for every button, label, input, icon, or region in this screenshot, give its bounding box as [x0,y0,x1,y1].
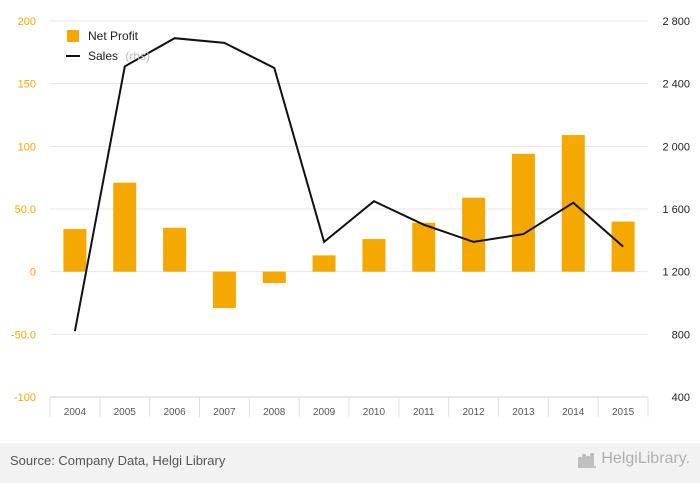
left-tick-label: -50.0 [11,329,36,341]
right-tick-label: 2 800 [662,16,690,28]
left-tick-label: 0 [30,267,36,279]
x-tick-label: 2013 [512,407,535,418]
brand-logo[interactable]: HelgiLibrary. [577,450,690,468]
net-profit-bar [212,271,236,309]
net-profit-bar [362,239,386,272]
right-tick-label: 1 600 [662,204,690,216]
left-tick-label: 200 [18,16,36,28]
x-tick-label: 2010 [363,407,386,418]
net-profit-bar [163,227,187,272]
chart: 200 150 100 50.0 0 -50.0 -100 2 800 2 400 2 000 1… [11,16,690,418]
brand-name: HelgiLibrary. [601,450,690,467]
legend: Net Profit Sales (rhs) [66,29,150,63]
x-tick-label: 2006 [163,407,186,418]
net-profit-bar [262,271,286,283]
right-axis-ticks: 2 800 2 400 2 000 1 600 1 200 800 400 [662,16,690,404]
right-tick-label: 400 [672,392,690,404]
x-axis-separators [49,396,649,417]
left-tick-label: 100 [18,141,36,153]
left-axis-ticks: 200 150 100 50.0 0 -50.0 -100 [11,16,36,404]
right-tick-label: 2 000 [662,141,690,153]
net-profit-bar [113,182,137,272]
net-profit-bars [63,135,635,309]
net-profit-bar [312,255,336,272]
x-tick-label: 2007 [213,407,236,418]
x-axis-ticks: 2004 2005 2006 2007 2008 2009 2010 2011 2012 2013… [64,407,635,418]
x-tick-label: 2005 [114,407,137,418]
legend-sales-label: Sales (rhs) [88,49,150,63]
x-tick-label: 2009 [313,407,336,418]
right-tick-label: 1 200 [662,267,690,279]
x-tick-label: 2011 [413,407,435,418]
x-tick-label: 2012 [462,407,485,418]
x-tick-label: 2008 [263,407,286,418]
right-tick-label: 800 [672,329,690,341]
left-tick-label: -100 [14,392,36,404]
right-tick-label: 2 400 [662,79,690,91]
left-tick-label: 50.0 [15,204,36,216]
library-icon [578,453,597,468]
legend-sales-suffix: (rhs) [125,49,150,63]
net-profit-bar [462,197,486,272]
x-tick-label: 2014 [562,407,585,418]
legend-sales-name: Sales [88,49,118,63]
net-profit-bar [63,229,87,272]
source-text: Source: Company Data, Helgi Library [10,453,226,468]
net-profit-bar [511,153,535,272]
footer: Source: Company Data, Helgi Library Helg… [0,443,700,483]
legend-net-profit-swatch [67,30,79,42]
gridlines [50,20,648,398]
legend-net-profit-label: Net Profit [88,29,139,43]
x-tick-label: 2004 [64,407,87,418]
sales-line [73,37,624,332]
net-profit-bar [412,222,436,272]
left-tick-label: 150 [18,79,36,91]
x-tick-label: 2015 [612,407,635,418]
